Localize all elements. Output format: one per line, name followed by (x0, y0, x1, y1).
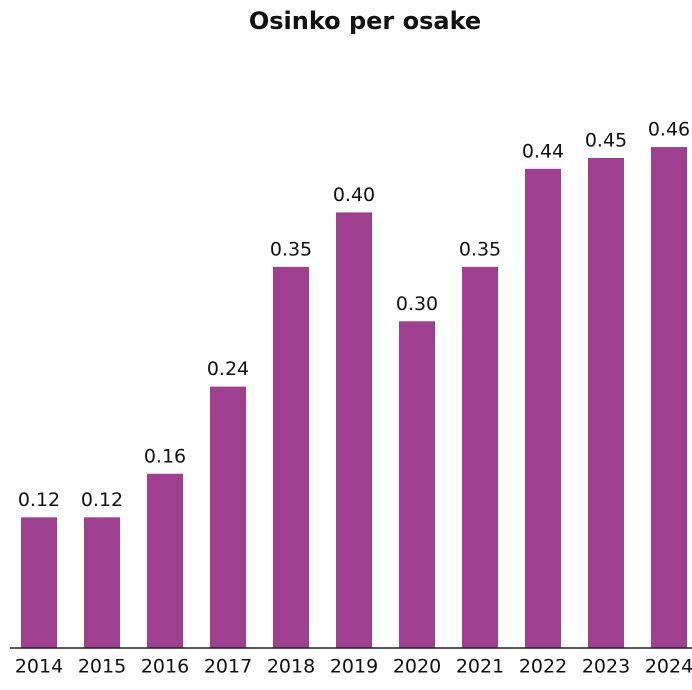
bar (273, 266, 309, 648)
x-tick-label: 2016 (141, 656, 189, 678)
x-tick-label: 2022 (519, 656, 567, 678)
bar (336, 212, 372, 648)
x-tick-label: 2015 (78, 656, 126, 678)
bar (210, 386, 246, 648)
bar (588, 157, 624, 648)
bar (651, 147, 687, 648)
x-tick-label: 2023 (582, 656, 630, 678)
x-tick-label: 2018 (267, 656, 315, 678)
value-label: 0.46 (648, 119, 690, 141)
value-label: 0.40 (333, 184, 375, 206)
bar (84, 517, 120, 648)
x-tick-label: 2014 (15, 656, 63, 678)
x-tick-label: 2020 (393, 656, 441, 678)
bar (399, 321, 435, 648)
value-label: 0.24 (207, 358, 249, 380)
bar (21, 517, 57, 648)
chart-title: Osinko per osake (249, 7, 481, 35)
value-label: 0.16 (144, 445, 186, 467)
x-tick-label: 2019 (330, 656, 378, 678)
value-label: 0.30 (396, 293, 438, 315)
value-label: 0.35 (270, 238, 312, 260)
x-tick-label: 2024 (645, 656, 692, 678)
x-tick-label: 2021 (456, 656, 504, 678)
value-label: 0.12 (81, 489, 123, 511)
bar (525, 168, 561, 648)
bar (462, 266, 498, 648)
x-tick-label: 2017 (204, 656, 252, 678)
value-label: 0.44 (522, 140, 564, 162)
value-label: 0.45 (585, 129, 627, 151)
value-label: 0.35 (459, 238, 501, 260)
value-label: 0.12 (18, 489, 60, 511)
bar (147, 473, 183, 648)
